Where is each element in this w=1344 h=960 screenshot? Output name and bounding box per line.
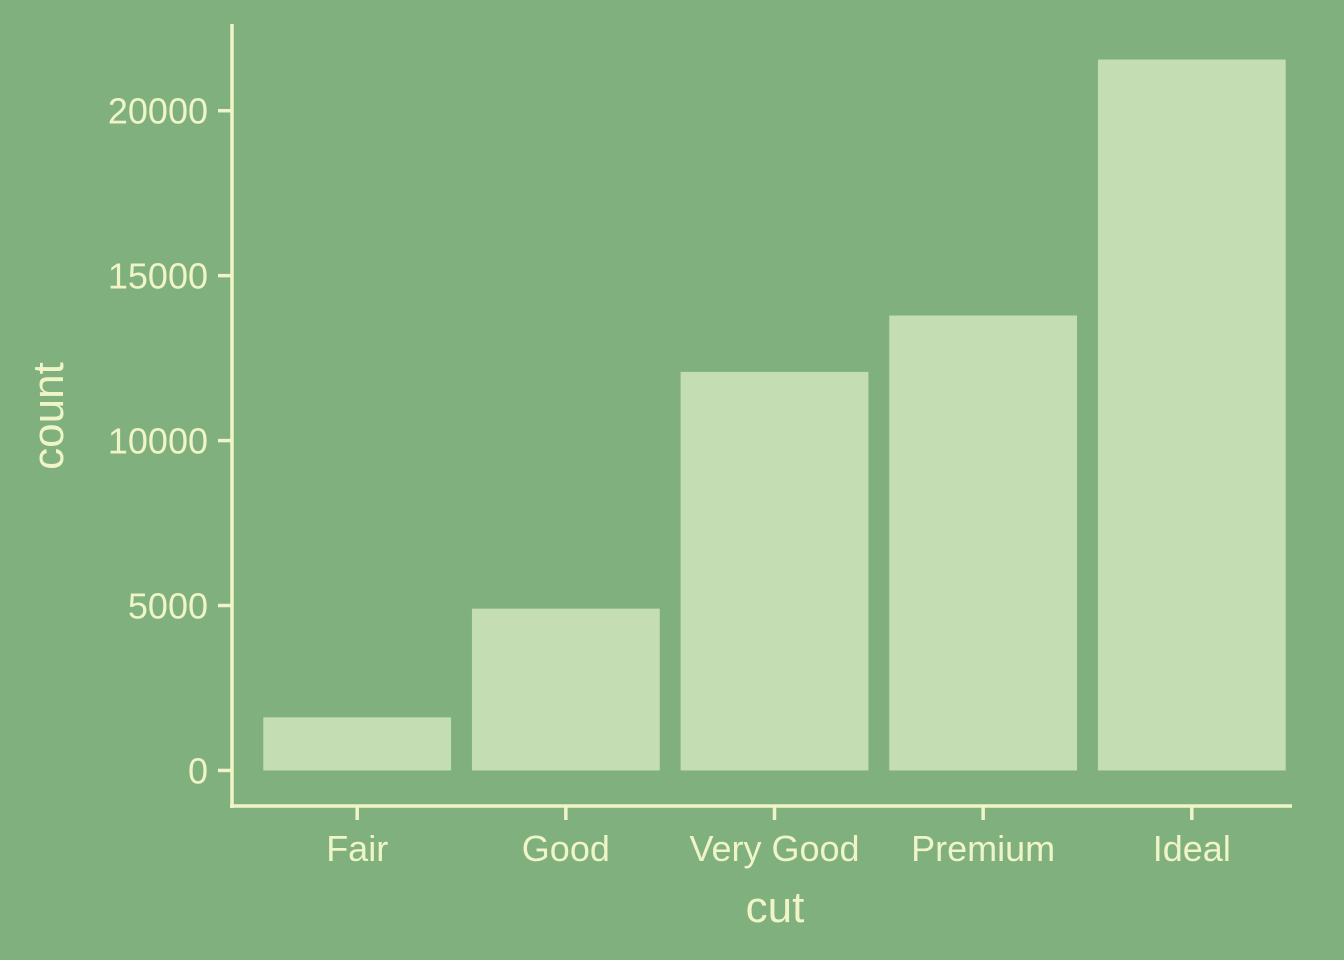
- bar-very-good: [680, 371, 869, 771]
- y-tick-label: 10000: [108, 421, 208, 462]
- x-axis-title: cut: [746, 883, 805, 932]
- x-tick-label: Ideal: [1153, 828, 1231, 869]
- x-tick-label: Very Good: [689, 828, 859, 869]
- y-axis-title: count: [24, 362, 73, 470]
- x-tick-label: Premium: [911, 828, 1055, 869]
- x-tick-label: Good: [522, 828, 610, 869]
- y-tick-label: 5000: [128, 586, 208, 627]
- y-tick-label: 0: [188, 750, 208, 791]
- bar-premium: [889, 315, 1078, 771]
- bar-good: [471, 608, 660, 771]
- x-axis: Fair Good Very Good Premium Ideal: [230, 804, 1292, 869]
- y-tick-label: 15000: [108, 256, 208, 297]
- x-tick-label: Fair: [326, 828, 388, 869]
- y-axis: 0 5000 10000 15000 20000: [108, 24, 234, 808]
- bar-fair: [263, 717, 452, 771]
- y-tick-label: 20000: [108, 91, 208, 132]
- bars-group: [263, 59, 1286, 771]
- bar-ideal: [1097, 59, 1286, 771]
